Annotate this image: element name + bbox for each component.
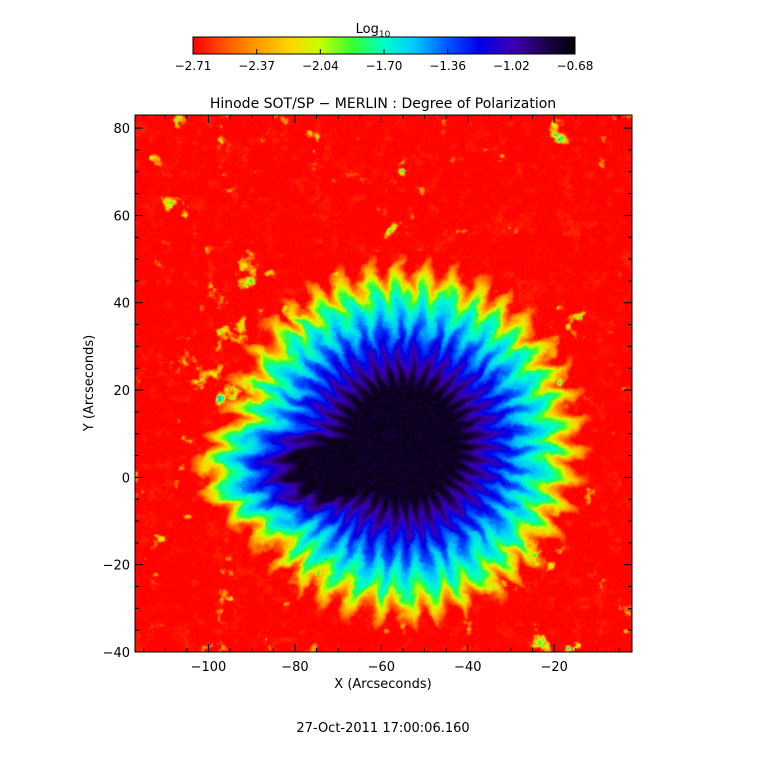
colorbar-tick-label: −1.70 — [366, 59, 403, 73]
colorbar-tick-label: −2.04 — [302, 59, 339, 73]
plot-frame — [134, 114, 633, 653]
colorbar-ticks: −2.71 −2.37 −2.04 −1.70 −1.36 −1.02 −0.68 — [175, 49, 594, 73]
colorbar-tick-label: −0.68 — [557, 59, 594, 73]
y-tick-label: 0 — [122, 471, 130, 486]
y-tick-label: 20 — [113, 384, 130, 399]
x-tick-label: −60 — [368, 660, 395, 675]
y-tick-label: 80 — [113, 122, 130, 137]
colorbar-tick-label: −1.36 — [429, 59, 466, 73]
x-tick-label: −20 — [540, 660, 567, 675]
x-tick-label: −100 — [191, 660, 227, 675]
colorbar-label: Log10 — [356, 22, 391, 40]
timestamp: 27-Oct-2011 17:00:06.160 — [296, 721, 469, 736]
x-tick-label: −80 — [281, 660, 308, 675]
y-tick-label: −40 — [103, 646, 130, 661]
y-tick-label: −20 — [103, 559, 130, 574]
y-axis-label: Y (Arcseconds) — [82, 335, 97, 432]
x-axis-ticks: −100 −80 −60 −40 −20 — [143, 115, 620, 675]
chart-title: Hinode SOT/SP − MERLIN : Degree of Polar… — [210, 96, 556, 112]
x-axis-label: X (Arcseconds) — [334, 677, 431, 692]
x-tick-label: −40 — [454, 660, 481, 675]
y-axis-ticks: −40 −20 0 20 40 60 80 — [103, 122, 632, 661]
colorbar-tick-label: −2.37 — [238, 59, 275, 73]
y-tick-label: 60 — [113, 209, 130, 224]
y-tick-label: 40 — [113, 297, 130, 312]
colorbar-tick-label: −1.02 — [493, 59, 530, 73]
colorbar-label-subscript: 10 — [379, 30, 391, 40]
colorbar-tick-label: −2.71 — [175, 59, 212, 73]
heatmap-image — [135, 115, 632, 652]
